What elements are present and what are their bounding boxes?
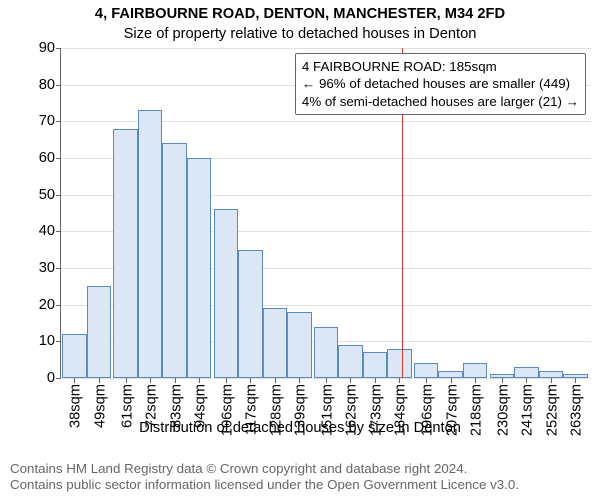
x-tick-mark (451, 378, 452, 383)
y-tick-label: 70 (39, 113, 55, 129)
y-tick-mark (56, 231, 61, 232)
y-tick-label: 30 (39, 260, 55, 276)
x-tick-mark (126, 378, 127, 383)
x-tick-mark (250, 378, 251, 383)
y-tick-label: 50 (39, 187, 55, 203)
y-tick-label: 0 (47, 370, 55, 386)
x-tick-mark (502, 378, 503, 383)
histogram-bar (87, 286, 111, 378)
x-tick-mark (575, 378, 576, 383)
footer-line1: Contains HM Land Registry data © Crown c… (10, 461, 519, 478)
x-tick-mark (226, 378, 227, 383)
chart-container: 4, FAIRBOURNE ROAD, DENTON, MANCHESTER, … (0, 0, 600, 500)
y-tick-mark (56, 121, 61, 122)
x-tick-mark (526, 378, 527, 383)
y-tick-mark (56, 195, 61, 196)
y-tick-label: 20 (39, 297, 55, 313)
x-tick-mark (426, 378, 427, 383)
x-axis-label: Distribution of detached houses by size … (0, 420, 600, 436)
x-tick-mark (99, 378, 100, 383)
chart-title-address: 4, FAIRBOURNE ROAD, DENTON, MANCHESTER, … (0, 6, 600, 22)
y-tick-label: 80 (39, 77, 55, 93)
x-tick-mark (150, 378, 151, 383)
histogram-bar (162, 143, 186, 378)
attribution-footer: Contains HM Land Registry data © Crown c… (10, 461, 519, 494)
histogram-bar (287, 312, 311, 378)
callout-box: 4 FAIRBOURNE ROAD: 185sqm ← 96% of detac… (295, 53, 586, 115)
callout-line3: 4% of semi-detached houses are larger (2… (302, 93, 579, 110)
histogram-bar (314, 327, 338, 378)
y-tick-label: 40 (39, 223, 55, 239)
x-tick-mark (199, 378, 200, 383)
y-tick-label: 60 (39, 150, 55, 166)
x-tick-mark (375, 378, 376, 383)
y-tick-mark (56, 305, 61, 306)
y-tick-label: 10 (39, 333, 55, 349)
histogram-bar (238, 250, 262, 378)
plot-area: 010203040506070809038sqm49sqm61sqm72sqm8… (60, 48, 591, 379)
chart-subtitle: Size of property relative to detached ho… (0, 26, 600, 42)
x-tick-mark (350, 378, 351, 383)
x-tick-mark (326, 378, 327, 383)
y-tick-label: 90 (39, 40, 55, 56)
histogram-bar (62, 334, 86, 378)
x-tick-mark (299, 378, 300, 383)
y-tick-mark (56, 85, 61, 86)
x-tick-mark (551, 378, 552, 383)
histogram-bar (263, 308, 287, 378)
y-tick-mark (56, 268, 61, 269)
histogram-bar (387, 349, 411, 378)
histogram-bar (414, 363, 438, 378)
histogram-bar (514, 367, 538, 378)
callout-line2: ← 96% of detached houses are smaller (44… (302, 75, 579, 92)
histogram-bar (214, 209, 238, 378)
x-tick-mark (399, 378, 400, 383)
histogram-bar (438, 371, 462, 378)
x-tick-mark (475, 378, 476, 383)
histogram-bar (338, 345, 362, 378)
y-tick-mark (56, 158, 61, 159)
callout-line1: 4 FAIRBOURNE ROAD: 185sqm (302, 58, 579, 75)
histogram-bar (463, 363, 487, 378)
x-tick-mark (275, 378, 276, 383)
y-tick-mark (56, 378, 61, 379)
histogram-bar (187, 158, 211, 378)
histogram-bar (363, 352, 387, 378)
footer-line2: Contains public sector information licen… (10, 477, 519, 494)
gridline-h (61, 48, 591, 49)
y-tick-mark (56, 48, 61, 49)
y-tick-mark (56, 341, 61, 342)
histogram-bar (539, 371, 563, 378)
x-tick-mark (175, 378, 176, 383)
histogram-bar (113, 129, 137, 378)
x-tick-mark (74, 378, 75, 383)
histogram-bar (138, 110, 162, 378)
